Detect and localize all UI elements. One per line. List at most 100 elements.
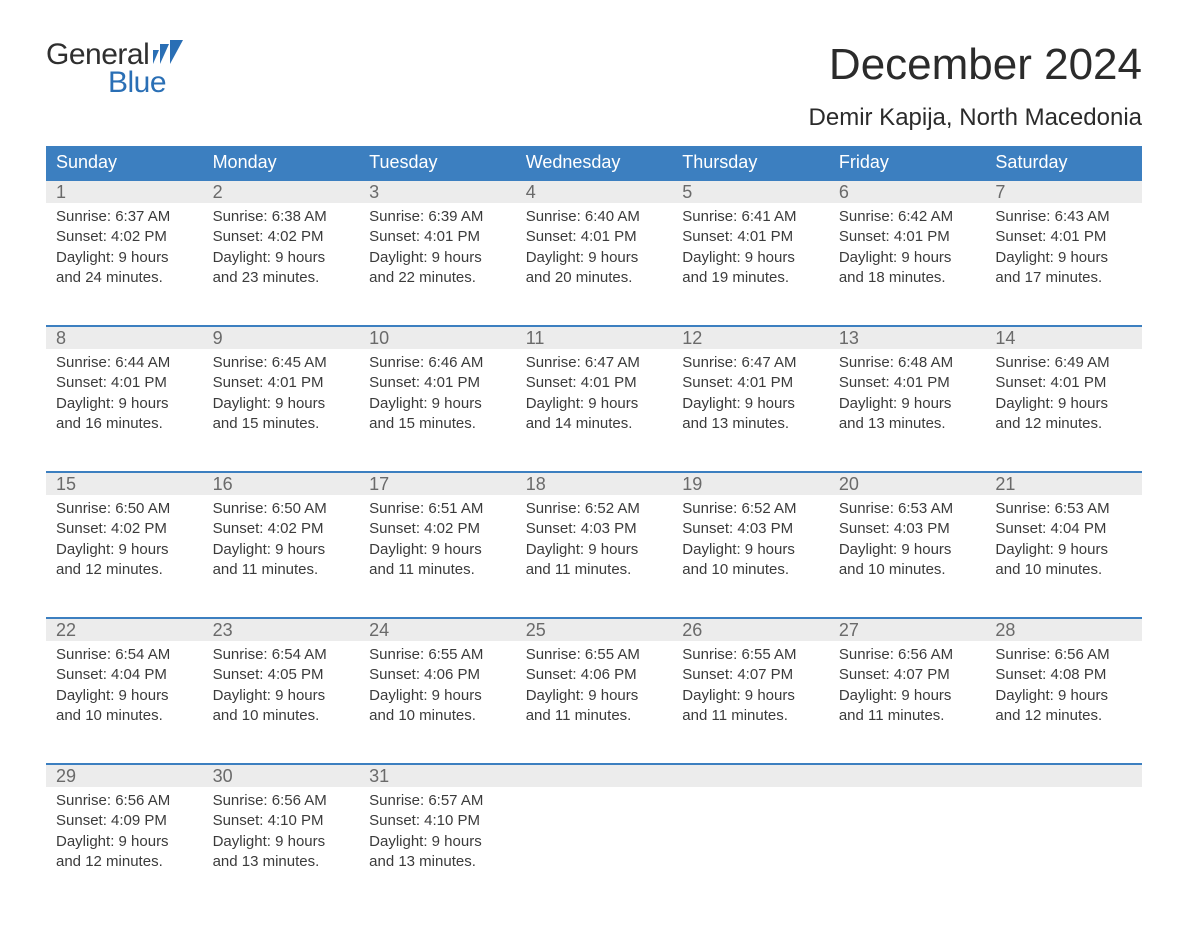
day-cell bbox=[672, 765, 829, 885]
day-cell: 24Sunrise: 6:55 AMSunset: 4:06 PMDayligh… bbox=[359, 619, 516, 739]
day-cell bbox=[985, 765, 1142, 885]
dow-cell: Sunday bbox=[46, 146, 203, 179]
day-cell: 27Sunrise: 6:56 AMSunset: 4:07 PMDayligh… bbox=[829, 619, 986, 739]
day-cell: 20Sunrise: 6:53 AMSunset: 4:03 PMDayligh… bbox=[829, 473, 986, 593]
sunset-line: Sunset: 4:01 PM bbox=[526, 227, 663, 247]
day-number: 22 bbox=[46, 619, 203, 641]
sunset-line: Sunset: 4:10 PM bbox=[213, 811, 350, 831]
day-body: Sunrise: 6:55 AMSunset: 4:06 PMDaylight:… bbox=[359, 641, 516, 726]
day-body: Sunrise: 6:56 AMSunset: 4:09 PMDaylight:… bbox=[46, 787, 203, 872]
sunset-line: Sunset: 4:06 PM bbox=[526, 665, 663, 685]
day-body: Sunrise: 6:42 AMSunset: 4:01 PMDaylight:… bbox=[829, 203, 986, 288]
day-body: Sunrise: 6:55 AMSunset: 4:06 PMDaylight:… bbox=[516, 641, 673, 726]
day-number: 24 bbox=[359, 619, 516, 641]
day-cell: 17Sunrise: 6:51 AMSunset: 4:02 PMDayligh… bbox=[359, 473, 516, 593]
sunset-line: Sunset: 4:01 PM bbox=[682, 227, 819, 247]
day-cell: 28Sunrise: 6:56 AMSunset: 4:08 PMDayligh… bbox=[985, 619, 1142, 739]
day-cell: 11Sunrise: 6:47 AMSunset: 4:01 PMDayligh… bbox=[516, 327, 673, 447]
header: General Blue December 2024 Demir Kapija,… bbox=[46, 40, 1142, 132]
day-of-week-header: SundayMondayTuesdayWednesdayThursdayFrid… bbox=[46, 146, 1142, 179]
dow-cell: Friday bbox=[829, 146, 986, 179]
day-number: 4 bbox=[516, 181, 673, 203]
sunrise-line: Sunrise: 6:56 AM bbox=[839, 645, 976, 665]
day-cell: 4 Sunrise: 6:40 AMSunset: 4:01 PMDaylight… bbox=[516, 181, 673, 301]
sunrise-line: Sunrise: 6:49 AM bbox=[995, 353, 1132, 373]
day-number: 15 bbox=[46, 473, 203, 495]
day-number: 26 bbox=[672, 619, 829, 641]
daylight-line: Daylight: 9 hours and 11 minutes. bbox=[526, 686, 663, 727]
sunset-line: Sunset: 4:01 PM bbox=[369, 373, 506, 393]
sunset-line: Sunset: 4:03 PM bbox=[526, 519, 663, 539]
day-number: 25 bbox=[516, 619, 673, 641]
day-number: 30 bbox=[203, 765, 360, 787]
week-row: 15Sunrise: 6:50 AMSunset: 4:02 PMDayligh… bbox=[46, 471, 1142, 593]
day-number: 18 bbox=[516, 473, 673, 495]
day-number: 27 bbox=[829, 619, 986, 641]
day-body: Sunrise: 6:52 AMSunset: 4:03 PMDaylight:… bbox=[672, 495, 829, 580]
day-body: Sunrise: 6:47 AMSunset: 4:01 PMDaylight:… bbox=[672, 349, 829, 434]
day-body: Sunrise: 6:53 AMSunset: 4:03 PMDaylight:… bbox=[829, 495, 986, 580]
day-number: 9 bbox=[203, 327, 360, 349]
day-body: Sunrise: 6:38 AMSunset: 4:02 PMDaylight:… bbox=[203, 203, 360, 288]
daylight-line: Daylight: 9 hours and 11 minutes. bbox=[682, 686, 819, 727]
location: Demir Kapija, North Macedonia bbox=[809, 104, 1142, 132]
daylight-line: Daylight: 9 hours and 16 minutes. bbox=[56, 394, 193, 435]
sunset-line: Sunset: 4:07 PM bbox=[839, 665, 976, 685]
day-number: 11 bbox=[516, 327, 673, 349]
day-body: Sunrise: 6:47 AMSunset: 4:01 PMDaylight:… bbox=[516, 349, 673, 434]
day-number: 16 bbox=[203, 473, 360, 495]
sunrise-line: Sunrise: 6:53 AM bbox=[995, 499, 1132, 519]
sunset-line: Sunset: 4:06 PM bbox=[369, 665, 506, 685]
daylight-line: Daylight: 9 hours and 11 minutes. bbox=[526, 540, 663, 581]
sunset-line: Sunset: 4:03 PM bbox=[839, 519, 976, 539]
sunrise-line: Sunrise: 6:54 AM bbox=[56, 645, 193, 665]
day-number: 10 bbox=[359, 327, 516, 349]
week-row: 1Sunrise: 6:37 AMSunset: 4:02 PMDaylight… bbox=[46, 179, 1142, 301]
day-body: Sunrise: 6:48 AMSunset: 4:01 PMDaylight:… bbox=[829, 349, 986, 434]
sunrise-line: Sunrise: 6:39 AM bbox=[369, 207, 506, 227]
day-number: 8 bbox=[46, 327, 203, 349]
daylight-line: Daylight: 9 hours and 12 minutes. bbox=[995, 686, 1132, 727]
daylight-line: Daylight: 9 hours and 14 minutes. bbox=[526, 394, 663, 435]
daylight-line: Daylight: 9 hours and 10 minutes. bbox=[56, 686, 193, 727]
day-number: 6 bbox=[829, 181, 986, 203]
day-number: 3 bbox=[359, 181, 516, 203]
sunrise-line: Sunrise: 6:37 AM bbox=[56, 207, 193, 227]
sunset-line: Sunset: 4:08 PM bbox=[995, 665, 1132, 685]
day-cell: 23Sunrise: 6:54 AMSunset: 4:05 PMDayligh… bbox=[203, 619, 360, 739]
dow-cell: Monday bbox=[203, 146, 360, 179]
sunset-line: Sunset: 4:09 PM bbox=[56, 811, 193, 831]
day-body: Sunrise: 6:46 AMSunset: 4:01 PMDaylight:… bbox=[359, 349, 516, 434]
sunrise-line: Sunrise: 6:45 AM bbox=[213, 353, 350, 373]
day-body: Sunrise: 6:39 AMSunset: 4:01 PMDaylight:… bbox=[359, 203, 516, 288]
day-cell: 12Sunrise: 6:47 AMSunset: 4:01 PMDayligh… bbox=[672, 327, 829, 447]
dow-cell: Wednesday bbox=[516, 146, 673, 179]
day-body: Sunrise: 6:41 AMSunset: 4:01 PMDaylight:… bbox=[672, 203, 829, 288]
day-body: Sunrise: 6:56 AMSunset: 4:10 PMDaylight:… bbox=[203, 787, 360, 872]
dow-cell: Tuesday bbox=[359, 146, 516, 179]
sunset-line: Sunset: 4:01 PM bbox=[839, 227, 976, 247]
day-cell: 19Sunrise: 6:52 AMSunset: 4:03 PMDayligh… bbox=[672, 473, 829, 593]
sunset-line: Sunset: 4:01 PM bbox=[995, 373, 1132, 393]
sunset-line: Sunset: 4:02 PM bbox=[369, 519, 506, 539]
daylight-line: Daylight: 9 hours and 10 minutes. bbox=[213, 686, 350, 727]
sunrise-line: Sunrise: 6:55 AM bbox=[526, 645, 663, 665]
day-body: Sunrise: 6:54 AMSunset: 4:05 PMDaylight:… bbox=[203, 641, 360, 726]
day-number: 7 bbox=[985, 181, 1142, 203]
day-cell: 18Sunrise: 6:52 AMSunset: 4:03 PMDayligh… bbox=[516, 473, 673, 593]
daylight-line: Daylight: 9 hours and 20 minutes. bbox=[526, 248, 663, 289]
daylight-line: Daylight: 9 hours and 11 minutes. bbox=[213, 540, 350, 581]
sunrise-line: Sunrise: 6:42 AM bbox=[839, 207, 976, 227]
day-cell: 21Sunrise: 6:53 AMSunset: 4:04 PMDayligh… bbox=[985, 473, 1142, 593]
day-body: Sunrise: 6:49 AMSunset: 4:01 PMDaylight:… bbox=[985, 349, 1142, 434]
sunset-line: Sunset: 4:02 PM bbox=[56, 227, 193, 247]
dow-cell: Saturday bbox=[985, 146, 1142, 179]
day-cell: 8Sunrise: 6:44 AMSunset: 4:01 PMDaylight… bbox=[46, 327, 203, 447]
sunrise-line: Sunrise: 6:40 AM bbox=[526, 207, 663, 227]
sunset-line: Sunset: 4:01 PM bbox=[369, 227, 506, 247]
day-body: Sunrise: 6:37 AMSunset: 4:02 PMDaylight:… bbox=[46, 203, 203, 288]
sunrise-line: Sunrise: 6:56 AM bbox=[213, 791, 350, 811]
sunrise-line: Sunrise: 6:47 AM bbox=[526, 353, 663, 373]
sunset-line: Sunset: 4:07 PM bbox=[682, 665, 819, 685]
day-number: 17 bbox=[359, 473, 516, 495]
